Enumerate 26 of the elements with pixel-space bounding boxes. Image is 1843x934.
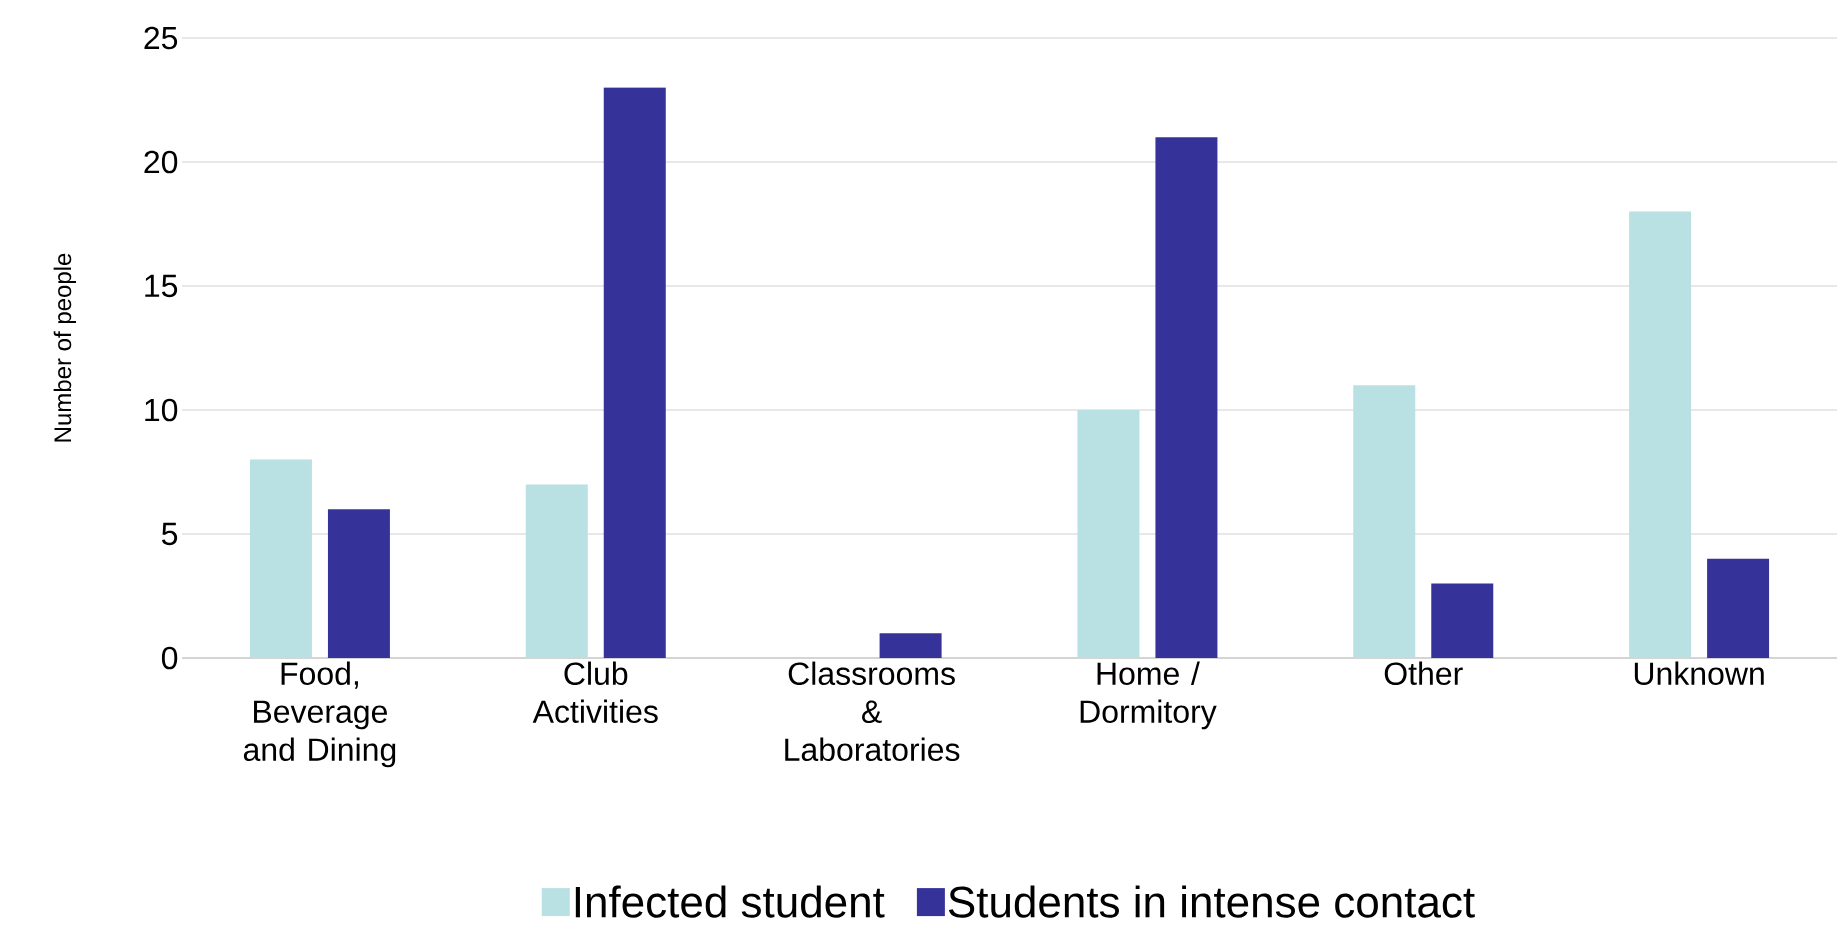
legend-label: Infected student [575, 885, 885, 918]
y-tick-label: 20 [144, 150, 178, 174]
x-tick-label: Other [1384, 661, 1463, 686]
x-tick-label: Club Activities [532, 661, 658, 724]
bar [327, 509, 390, 658]
x-tick-label: Home / Dormitory [1080, 661, 1217, 730]
x-tick-label: Classrooms & Laboratories [785, 661, 960, 762]
bar [249, 459, 312, 658]
y-tick-label: 10 [145, 398, 178, 422]
y-tick-label: 15 [145, 274, 178, 298]
bar [1155, 137, 1218, 658]
legend-label: Students in intense contact [948, 885, 1475, 918]
bar [1707, 558, 1770, 658]
bar [1077, 410, 1140, 658]
x-tick-label: Unknown [1634, 661, 1764, 686]
bar [1353, 385, 1416, 658]
y-tick-label: 25 [144, 26, 178, 50]
bar [525, 484, 588, 658]
y-tick-label: 5 [161, 522, 178, 546]
bar [1431, 583, 1494, 658]
y-tick-label: 0 [161, 646, 178, 670]
y-axis-title: Number of people [53, 253, 77, 442]
bar [603, 87, 666, 658]
bar [879, 633, 942, 658]
x-tick-label: Food, Beverage and Dining [243, 661, 396, 768]
bar [1629, 211, 1692, 658]
